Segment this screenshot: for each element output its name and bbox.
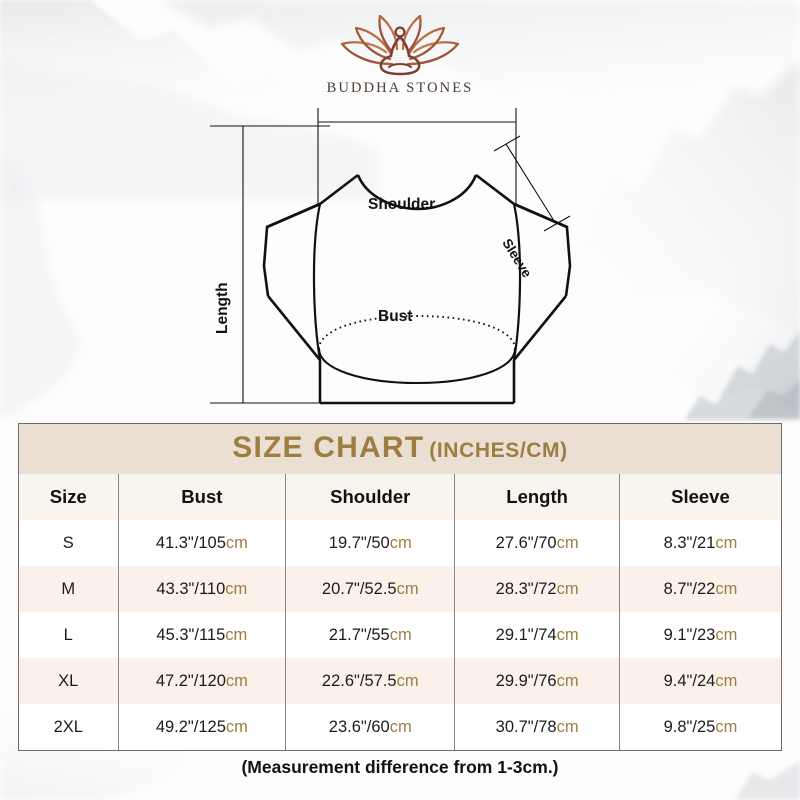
brand-name: BUDDHA STONES — [326, 80, 474, 96]
unit-label: cm — [225, 671, 248, 690]
sleeve-guide-line — [505, 143, 557, 225]
cell-shoulder: 20.7"/52.5cm — [285, 566, 456, 612]
column-header-bust: Bust — [118, 474, 287, 520]
column-header-sleeve: Sleeve — [619, 474, 781, 520]
cell-size: 2XL — [19, 704, 119, 750]
size-chart-title: SIZE CHART (INCHES/CM) — [19, 424, 781, 474]
unit-label: cm — [715, 579, 738, 598]
cell-shoulder: 19.7"/50cm — [285, 520, 456, 566]
brand-logo: BUDDHA STONES — [0, 12, 800, 97]
cell-length: 28.3"/72cm — [454, 566, 620, 612]
cell-length: 27.6"/70cm — [454, 520, 620, 566]
unit-label: cm — [396, 671, 419, 690]
size-chart-title-unit: (INCHES/CM) — [429, 439, 568, 462]
unit-label: cm — [389, 533, 412, 552]
cell-shoulder: 23.6"/60cm — [285, 704, 456, 750]
shoulder-label: Shoulder — [368, 196, 436, 213]
column-header-shoulder: Shoulder — [285, 474, 456, 520]
column-header-size: Size — [19, 474, 119, 520]
bust-label: Bust — [378, 308, 413, 325]
cell-sleeve: 8.3"/21cm — [619, 520, 781, 566]
cell-length: 29.9"/76cm — [454, 658, 620, 704]
length-label: Length — [214, 282, 231, 334]
cell-size: L — [19, 612, 119, 658]
measurement-note: (Measurement difference from 1-3cm.) — [241, 757, 559, 777]
unit-label: cm — [225, 717, 248, 736]
unit-label: cm — [389, 625, 412, 644]
column-header-length: Length — [454, 474, 620, 520]
cell-sleeve: 8.7"/22cm — [619, 566, 781, 612]
cell-length: 29.1"/74cm — [454, 612, 620, 658]
cell-sleeve: 9.4"/24cm — [619, 658, 781, 704]
cell-bust: 49.2"/125cm — [118, 704, 287, 750]
unit-label: cm — [225, 579, 248, 598]
cell-bust: 41.3"/105cm — [118, 520, 287, 566]
table-row: XL 47.2"/120cm 22.6"/57.5cm 29.9"/76cm 9… — [19, 658, 781, 704]
cell-bust: 47.2"/120cm — [118, 658, 287, 704]
bust-ellipse-back — [318, 315, 516, 350]
table-row: 2XL 49.2"/125cm 23.6"/60cm 30.7"/78cm 9.… — [19, 704, 781, 750]
cell-size: M — [19, 566, 119, 612]
cell-bust: 43.3"/110cm — [118, 566, 287, 612]
table-row: M 43.3"/110cm 20.7"/52.5cm 28.3"/72cm 8.… — [19, 566, 781, 612]
cell-sleeve: 9.8"/25cm — [619, 704, 781, 750]
unit-label: cm — [715, 533, 738, 552]
size-chart-title-main: SIZE CHART — [232, 431, 425, 464]
lotus-meditation-logo-icon — [340, 14, 460, 76]
unit-label: cm — [556, 717, 579, 736]
unit-label: cm — [556, 625, 579, 644]
cell-bust: 45.3"/115cm — [118, 612, 287, 658]
size-table: Size Bust Shoulder Length Sleeve S 41.3"… — [19, 474, 781, 750]
unit-label: cm — [556, 579, 579, 598]
unit-label: cm — [556, 671, 579, 690]
unit-label: cm — [396, 579, 419, 598]
cell-shoulder: 22.6"/57.5cm — [285, 658, 456, 704]
table-row: S 41.3"/105cm 19.7"/50cm 27.6"/70cm 8.3"… — [19, 520, 781, 566]
unit-label: cm — [556, 533, 579, 552]
unit-label: cm — [225, 625, 248, 644]
table-row: L 45.3"/115cm 21.7"/55cm 29.1"/74cm 9.1"… — [19, 612, 781, 658]
table-header-row: Size Bust Shoulder Length Sleeve — [19, 474, 781, 520]
unit-label: cm — [715, 625, 738, 644]
t-shirt-measurement-diagram: Shoulder Bust Length Sleeve — [0, 96, 800, 416]
unit-label: cm — [715, 717, 738, 736]
cell-sleeve: 9.1"/23cm — [619, 612, 781, 658]
cell-size: S — [19, 520, 119, 566]
t-shirt-outline-svg — [210, 108, 572, 405]
size-chart: SIZE CHART (INCHES/CM) Size Bust Shoulder… — [18, 423, 782, 751]
unit-label: cm — [389, 717, 412, 736]
cell-length: 30.7"/78cm — [454, 704, 620, 750]
bust-ellipse-front — [317, 348, 517, 385]
cell-shoulder: 21.7"/55cm — [285, 612, 456, 658]
unit-label: cm — [715, 671, 738, 690]
cell-size: XL — [19, 658, 119, 704]
unit-label: cm — [225, 533, 248, 552]
